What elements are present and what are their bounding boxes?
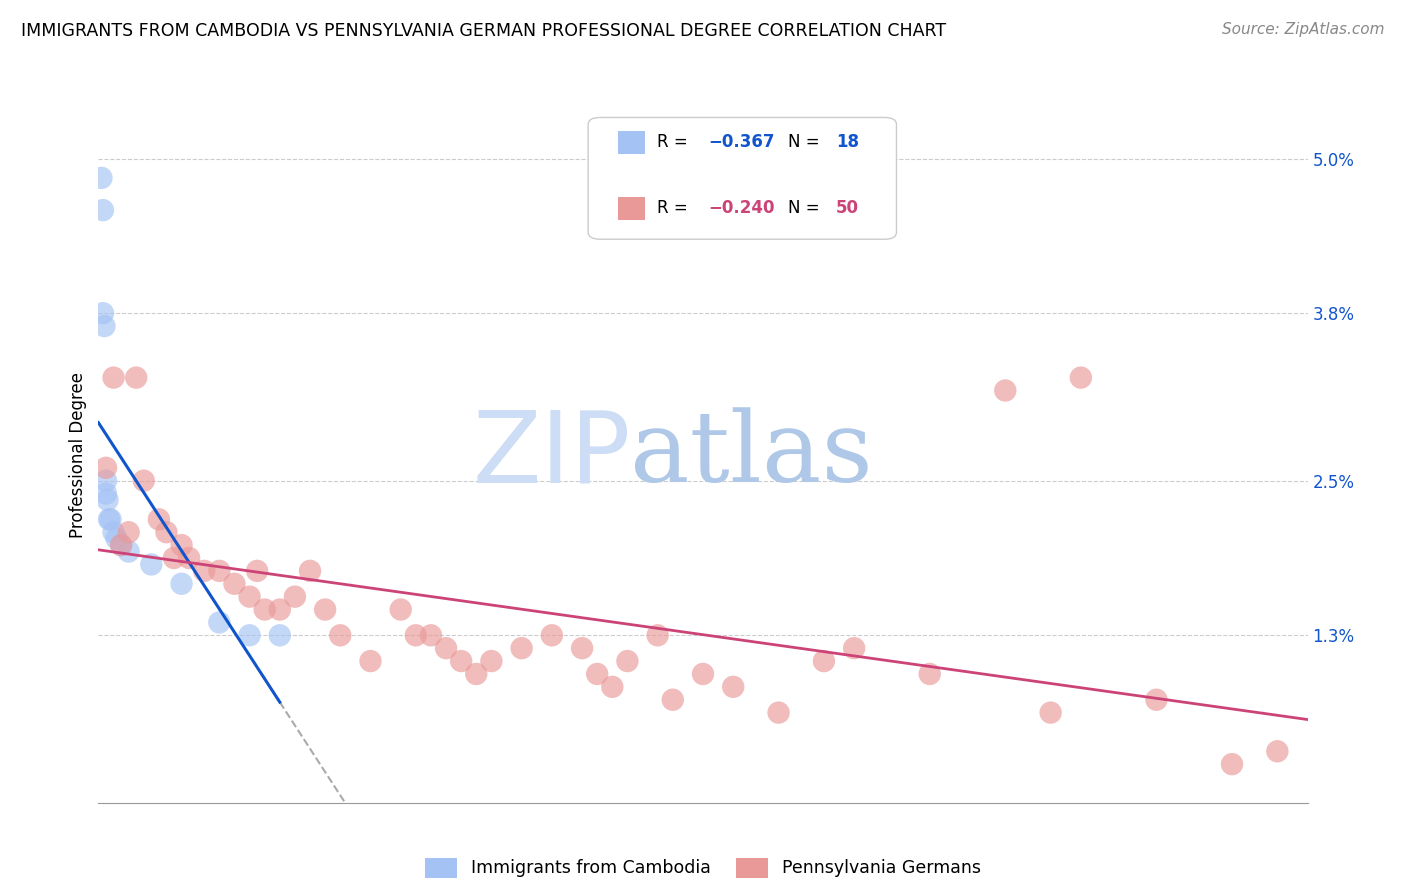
Point [692,667,714,681]
Point [90,170,112,185]
Point [481,654,503,668]
Text: −0.367: −0.367 [707,133,775,151]
Point [179,551,201,566]
Point [602,680,624,694]
Point [132,474,155,488]
Text: N =: N = [787,199,824,218]
Point [170,576,193,591]
Point [571,641,593,656]
Point [299,564,322,578]
Point [246,564,269,578]
Bar [619,131,645,153]
Text: −0.240: −0.240 [707,199,775,218]
Point [813,654,835,668]
Text: R =: R = [657,133,693,151]
Point [239,628,262,642]
Point [616,654,638,668]
Point [314,602,336,616]
Point [96,493,118,508]
Point [100,512,122,526]
Point [98,512,121,526]
Point [434,641,457,656]
Point [360,654,382,668]
Point [141,558,163,572]
Text: ZIP: ZIP [472,407,630,503]
Point [389,602,412,616]
Point [1267,744,1289,758]
Text: 50: 50 [837,199,859,218]
Point [405,628,427,642]
Point [105,532,128,546]
Point [94,486,117,500]
Point [148,512,170,526]
Point [269,602,291,616]
Point [450,654,472,668]
Point [94,474,117,488]
Point [465,667,488,681]
Point [844,641,866,656]
Point [1220,757,1243,772]
Point [110,538,132,552]
Text: atlas: atlas [630,407,873,503]
Point [284,590,307,604]
Point [110,538,132,552]
Point [91,203,114,218]
Point [510,641,533,656]
Point [118,525,141,540]
Point [420,628,443,642]
Point [541,628,564,642]
FancyBboxPatch shape [588,118,897,239]
Point [723,680,745,694]
Point [329,628,352,642]
Point [994,384,1017,398]
Point [1070,370,1092,384]
Point [586,667,609,681]
Point [103,525,125,540]
Point [91,306,114,320]
Text: IMMIGRANTS FROM CAMBODIA VS PENNSYLVANIA GERMAN PROFESSIONAL DEGREE CORRELATION : IMMIGRANTS FROM CAMBODIA VS PENNSYLVANIA… [21,22,946,40]
Point [224,576,246,591]
Legend: Immigrants from Cambodia, Pennsylvania Germans: Immigrants from Cambodia, Pennsylvania G… [419,851,987,885]
Point [118,544,141,558]
Point [662,692,685,706]
Bar [619,197,645,219]
Text: 18: 18 [837,133,859,151]
Point [918,667,941,681]
Text: N =: N = [787,133,824,151]
Point [768,706,790,720]
Point [155,525,177,540]
Text: R =: R = [657,199,693,218]
Point [208,564,231,578]
Point [163,551,186,566]
Point [103,370,125,384]
Point [94,460,117,475]
Point [1146,692,1168,706]
Text: Source: ZipAtlas.com: Source: ZipAtlas.com [1222,22,1385,37]
Point [193,564,215,578]
Point [647,628,669,642]
Point [208,615,231,630]
Point [269,628,291,642]
Point [93,319,115,334]
Point [1039,706,1062,720]
Point [239,590,262,604]
Point [253,602,276,616]
Y-axis label: Professional Degree: Professional Degree [69,372,87,538]
Point [170,538,193,552]
Point [125,370,148,384]
